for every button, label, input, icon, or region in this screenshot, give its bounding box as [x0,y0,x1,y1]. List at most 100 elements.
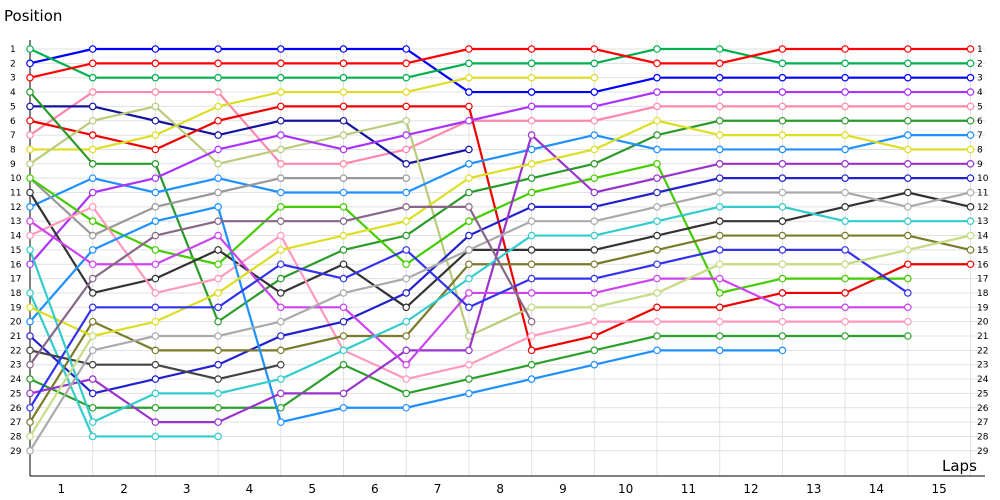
data-point [715,332,724,340]
data-point [590,174,599,182]
data-point [402,317,411,326]
data-point [151,360,160,369]
data-point [26,102,34,111]
data-point [339,203,348,211]
y-tick-label-right: 25 [977,389,988,399]
data-point [26,45,34,53]
data-point [715,303,724,312]
data-point [26,217,34,226]
data-point [276,403,285,412]
y-tick-label-right: 1 [977,45,983,55]
data-point [276,303,285,312]
data-point [715,131,724,139]
data-point [151,303,160,312]
data-point [527,188,536,197]
data-point [590,73,599,82]
data-point [841,73,849,82]
data-point [26,446,34,455]
data-point [214,73,222,82]
data-point [590,102,599,111]
data-point [465,389,473,398]
data-point [88,102,97,111]
data-point [653,274,661,283]
data-point [402,332,411,340]
series-7 [26,73,599,154]
data-point [903,160,912,168]
y-tick-label: 13 [10,217,21,227]
data-point [339,260,348,269]
data-point [966,145,975,154]
data-point [88,45,97,53]
data-point [590,188,599,197]
data-point [527,59,536,68]
data-point [841,317,849,326]
data-point [590,360,599,369]
y-tick-label: 23 [10,361,21,371]
data-point [151,203,160,211]
data-point [88,332,97,340]
data-point [590,116,599,125]
x-tick-labels: 1 2 3 4 5 6 7 8 9 10 11 12 13 14 15 [58,482,947,496]
y-tick-label: 26 [10,404,22,414]
series-4 [26,88,975,168]
data-point [715,59,724,68]
y-tick-label-right: 9 [977,160,983,170]
data-point [26,88,34,96]
x-tick-label: 15 [932,482,947,496]
data-point [214,274,222,283]
data-point [339,160,348,168]
data-point [903,274,912,283]
data-point [841,45,849,53]
data-point [527,246,536,254]
data-point [26,289,34,297]
data-point [778,274,787,283]
data-point [339,246,348,254]
data-point [903,246,912,254]
data-point [527,274,536,283]
y-tick-label: 5 [10,102,16,112]
data-point [402,59,411,68]
data-point [26,389,34,398]
y-tick-label: 17 [10,275,21,285]
x-tick-label: 12 [743,482,758,496]
data-point [778,88,787,96]
data-point [402,88,411,96]
data-point [214,231,222,240]
data-point [715,203,724,211]
series-17 [26,231,975,426]
series-21 [26,131,975,426]
data-point [276,217,285,226]
data-point [26,303,34,312]
data-point [778,289,787,297]
data-point [88,231,97,240]
series-29 [26,203,536,369]
data-point [778,246,787,254]
x-tick-label: 5 [308,482,316,496]
data-point [402,217,411,226]
data-point [966,203,975,211]
data-point [339,346,348,355]
data-point [214,102,222,111]
data-point [276,174,285,182]
y-tick-label-right: 3 [977,74,983,84]
data-point [26,231,34,240]
data-point [26,116,34,125]
series-25 [26,346,285,383]
data-point [214,360,222,369]
data-point [966,102,975,111]
data-point [527,88,536,96]
data-point [966,45,975,53]
data-point [26,59,34,68]
y-tick-label-right: 23 [977,361,988,371]
data-point [527,160,536,168]
data-point [527,260,536,269]
data-point [276,203,285,211]
data-point [402,403,411,412]
data-point [88,317,97,326]
data-point [778,303,787,312]
x-tick-label: 11 [681,482,696,496]
data-point [841,145,849,154]
series-11 [26,88,975,269]
data-point [26,73,34,82]
y-tick-label-right: 10 [977,174,989,184]
